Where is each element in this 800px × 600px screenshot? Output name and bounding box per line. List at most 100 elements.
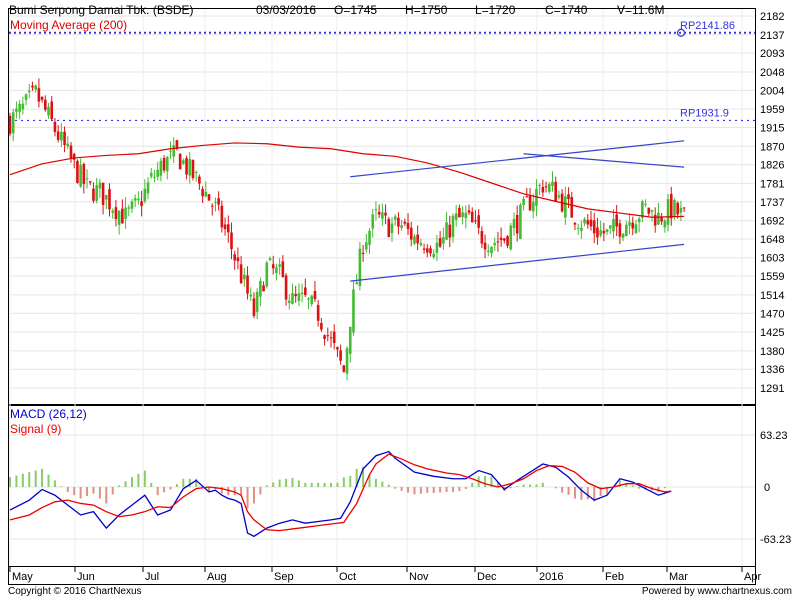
candle-body <box>40 96 44 100</box>
candle-body <box>682 207 686 209</box>
candle-body <box>124 207 127 219</box>
level-label: RP1931.9 <box>680 107 729 119</box>
price-tick-label: 1559 <box>760 271 784 283</box>
candle-body <box>320 323 323 330</box>
candle-body <box>140 201 143 207</box>
candle-body <box>297 293 301 301</box>
candle-body <box>499 237 503 241</box>
candle-body <box>239 264 243 284</box>
candle-body <box>451 215 455 238</box>
candle-body <box>381 212 384 219</box>
candle-body <box>316 304 320 321</box>
candle-body <box>313 290 317 300</box>
candle-body <box>217 198 220 205</box>
candle-body <box>426 248 429 253</box>
level-label: RP2141.86 <box>680 20 735 32</box>
price-tick-label: 1336 <box>760 364 784 376</box>
price-tick-label: 2004 <box>760 85 784 97</box>
candle-body <box>114 207 118 220</box>
candle-body <box>210 205 214 207</box>
candle-body <box>323 335 326 340</box>
candle-body <box>583 218 586 224</box>
candle-body <box>191 159 195 179</box>
price-tick-label: 1514 <box>760 290 784 302</box>
powered-by-text: Powered by www.chartnexus.com <box>641 586 792 597</box>
candle-body <box>589 219 593 227</box>
candle-body <box>214 201 217 203</box>
x-tick-label: Nov <box>409 571 429 583</box>
candle-body <box>522 198 525 206</box>
candle-body <box>85 178 89 180</box>
candle-body <box>27 90 31 93</box>
candle-body <box>592 220 596 234</box>
candle-body <box>442 237 445 244</box>
candle-body <box>564 196 567 218</box>
candle-body <box>15 108 18 112</box>
candle-body <box>438 238 442 247</box>
price-tick-label: 2182 <box>760 11 784 23</box>
quote-volume: V=11.6M <box>617 3 665 17</box>
candle-body <box>252 298 256 316</box>
quote-date: 03/03/2016 <box>256 3 317 17</box>
level-lines: RP2141.86 RP1931.9 <box>9 20 755 122</box>
candle-body <box>461 212 464 218</box>
candle-body <box>573 222 577 225</box>
price-tick-label: 2093 <box>760 48 784 60</box>
candle-body <box>287 300 291 304</box>
candle-body <box>44 99 47 110</box>
candle-body <box>121 208 124 224</box>
candle-body <box>307 298 310 300</box>
candle-body <box>525 196 529 198</box>
candle-body <box>284 275 288 300</box>
candle-body <box>223 224 227 230</box>
candle-body <box>448 224 452 238</box>
candle-body <box>397 217 400 227</box>
candle-body <box>88 181 92 183</box>
candle-body <box>483 242 487 250</box>
candle-body <box>538 185 541 187</box>
candle-body <box>34 85 37 90</box>
candle-body <box>641 201 644 218</box>
candle-body <box>268 258 272 261</box>
candle-body <box>474 220 477 222</box>
candle-body <box>31 85 34 88</box>
candle-body <box>365 242 368 250</box>
candle-body <box>332 331 336 344</box>
candle-body <box>467 210 471 213</box>
candle-body <box>60 131 63 141</box>
candle-body <box>419 242 423 246</box>
price-tick-label: 1737 <box>760 197 784 209</box>
candle-body <box>512 219 516 229</box>
candle-body <box>432 253 436 258</box>
macd-tick-label: 63.23 <box>760 430 788 442</box>
candle-body <box>644 203 647 205</box>
candle-body <box>165 156 169 172</box>
candle-body <box>403 221 407 224</box>
x-axis-border <box>8 566 756 585</box>
candle-body <box>541 187 545 193</box>
candle-body <box>345 348 349 374</box>
candle-body <box>387 218 391 238</box>
candle-body <box>576 227 580 229</box>
price-tick-label: 1603 <box>760 253 784 265</box>
candle-body <box>281 261 285 277</box>
price-tick-label: 1781 <box>760 178 784 190</box>
trendline <box>523 153 685 168</box>
candle-body <box>608 225 612 229</box>
candle-body <box>172 145 176 157</box>
candle-body <box>201 188 204 197</box>
candle-body <box>56 131 60 141</box>
candle-body <box>11 112 15 134</box>
candle-body <box>153 176 156 178</box>
candle-body <box>262 285 265 292</box>
candle-body <box>515 214 519 234</box>
price-tick-label: 1870 <box>760 141 784 153</box>
moving-average-line <box>9 142 685 218</box>
x-tick-label: Feb <box>605 571 624 583</box>
candle-body <box>243 274 246 280</box>
candle-body <box>480 231 484 244</box>
candle-body <box>371 214 375 229</box>
candle-body <box>146 182 150 194</box>
trendline <box>350 243 685 282</box>
candle-body <box>220 205 224 228</box>
